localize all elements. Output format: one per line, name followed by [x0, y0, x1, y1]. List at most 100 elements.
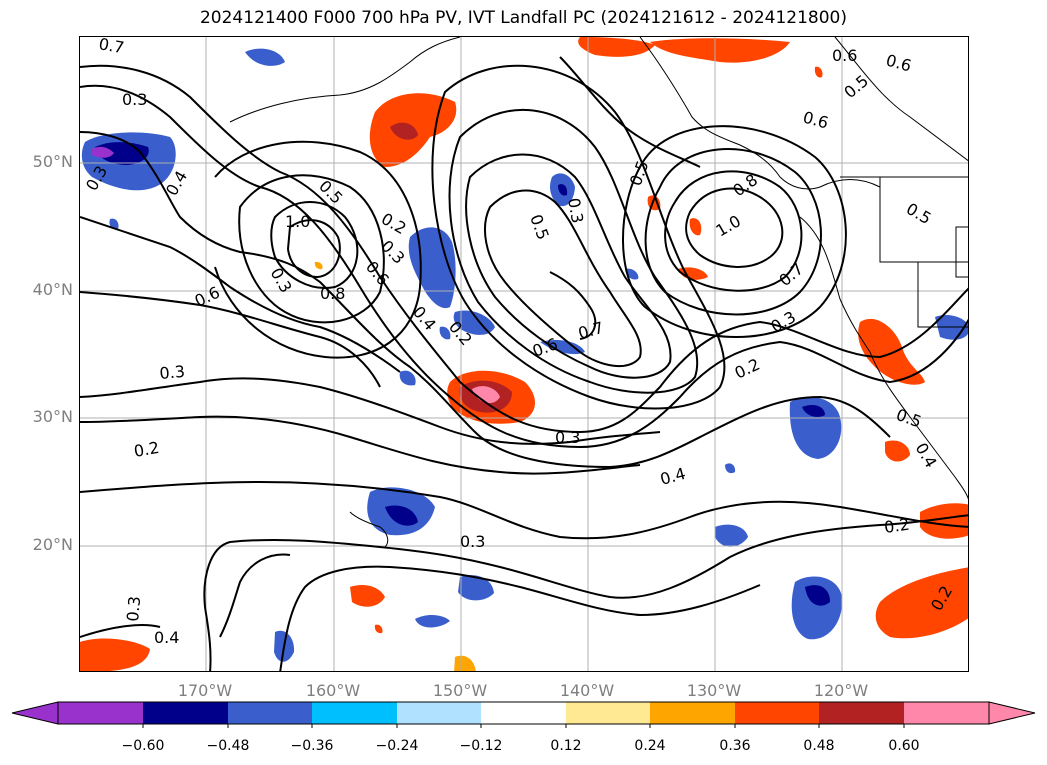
- pos-patch: [454, 655, 476, 671]
- contour-label: 0.4: [912, 440, 941, 472]
- contour-label: 0.2: [883, 515, 911, 537]
- colorbar-segment: [143, 702, 228, 724]
- colorbar-segment: [566, 702, 650, 724]
- pos-patch: [650, 38, 790, 63]
- pos-patch: [578, 37, 655, 57]
- colorbar-segment: [735, 702, 819, 724]
- shaded-anomalies: [80, 37, 968, 671]
- pos-patch: [472, 386, 500, 404]
- pos-patch: [80, 638, 150, 671]
- contour-label: 0.4: [154, 628, 179, 647]
- contour-label: 0.4: [409, 302, 440, 334]
- neg-patch: [415, 614, 450, 628]
- contour-label: 0.5: [840, 71, 872, 102]
- contour-label: 0.6: [832, 46, 857, 65]
- lon-label-160w: 160°W: [305, 681, 361, 700]
- neg-patch: [399, 370, 416, 386]
- contour-label: 0.4: [658, 464, 688, 489]
- contour-label: 0.3: [123, 595, 144, 622]
- map-title: 2024121400 F000 700 hPa PV, IVT Landfall…: [199, 8, 847, 28]
- contour-label: 0.2: [732, 355, 763, 383]
- contour-label: 0.3: [564, 196, 587, 224]
- contour-label: 0.8: [320, 284, 345, 303]
- coastlines: [229, 37, 968, 548]
- lon-label-120w: 120°W: [813, 681, 869, 700]
- pos-patch: [885, 440, 910, 462]
- colorbar: [11, 701, 1036, 728]
- colorbar-segment: [819, 702, 904, 724]
- contour-label: 1.0: [713, 211, 745, 240]
- colorbar-segment: [58, 702, 143, 724]
- contour-label: 0.6: [530, 334, 560, 361]
- lat-label-30n: 30°N: [32, 407, 73, 426]
- colorbar-segment: [481, 702, 566, 724]
- lat-label-50n: 50°N: [32, 152, 73, 171]
- neg-patch: [458, 575, 494, 601]
- contour-label: 0.5: [903, 199, 935, 228]
- pos-patch: [314, 261, 323, 270]
- neg-patch: [791, 576, 843, 640]
- contour-label: 0.3: [122, 90, 147, 109]
- colorbar-tick: −0.48: [206, 738, 250, 754]
- contour-label: 0.2: [132, 438, 160, 461]
- contour-label: 0.6: [801, 108, 831, 133]
- neg-patch: [439, 326, 451, 340]
- contour-label: 0.5: [894, 405, 924, 432]
- pv-contours: [80, 56, 968, 671]
- neg-patch: [725, 463, 736, 474]
- colorbar-tick: 0.36: [719, 738, 751, 754]
- pos-patch: [875, 567, 968, 639]
- pos-patch: [920, 503, 968, 539]
- contour-label: 0.7: [97, 37, 125, 57]
- pos-patch: [390, 122, 418, 140]
- contour-label: 0.5: [526, 212, 553, 242]
- contour-label: 0.6: [884, 51, 914, 76]
- neg-patch: [805, 585, 830, 606]
- contour-label: 0.3: [555, 428, 580, 447]
- colorbar-tick: 0.60: [888, 738, 920, 754]
- neg-patch: [802, 404, 825, 417]
- colorbar-segment: [650, 702, 735, 724]
- neg-patch: [558, 184, 568, 196]
- lon-label-170w: 170°W: [177, 681, 233, 700]
- contour-label: 0.2: [378, 209, 410, 238]
- neg-patch: [109, 218, 119, 230]
- lon-label-140w: 140°W: [559, 681, 615, 700]
- contour-label: 0.3: [460, 532, 485, 551]
- contour-label: 0.3: [159, 362, 186, 383]
- graticule: [80, 37, 968, 671]
- contour-label: 0.7: [775, 259, 807, 290]
- colorbar-tick: 0.48: [803, 738, 835, 754]
- colorbar-tick: −0.36: [290, 738, 334, 754]
- contour-label: 0.7: [576, 318, 606, 343]
- colorbar-segment: [397, 702, 481, 724]
- map-panel: 0.7 0.3 0.4 0.3 1.0 0.6 0.8 0.3 0.2 0.2 …: [79, 36, 969, 672]
- contour-label: 0.6: [362, 257, 393, 289]
- pos-patch: [374, 624, 383, 634]
- neg-patch: [540, 340, 585, 355]
- colorbar-tick: 0.12: [550, 738, 582, 754]
- pos-patch: [814, 66, 823, 78]
- colorbar-tick: −0.60: [121, 738, 165, 754]
- colorbar-segment: [904, 702, 989, 724]
- colorbar-segment: [312, 702, 397, 724]
- pos-patch: [858, 318, 925, 385]
- colorbar-tick: −0.24: [375, 738, 419, 754]
- colorbar-tick: 0.24: [634, 738, 666, 754]
- neg-patch: [245, 48, 285, 66]
- neg-patch: [715, 524, 748, 547]
- pos-patch: [350, 585, 385, 607]
- colorbar-segment: [228, 702, 312, 724]
- contour-label: 1.0: [285, 212, 310, 231]
- lon-label-130w: 130°W: [686, 681, 742, 700]
- neg-patch: [789, 397, 842, 459]
- neg-patch: [625, 268, 639, 280]
- lat-label-40n: 40°N: [32, 280, 73, 299]
- lat-label-20n: 20°N: [32, 535, 73, 554]
- pos-patch: [689, 218, 702, 236]
- colorbar-tick: −0.12: [459, 738, 503, 754]
- colorbar-extend-low: [11, 701, 59, 725]
- colorbar-extend-high: [988, 701, 1036, 725]
- contour-label: 0.6: [192, 283, 223, 311]
- neg-patch: [92, 146, 114, 158]
